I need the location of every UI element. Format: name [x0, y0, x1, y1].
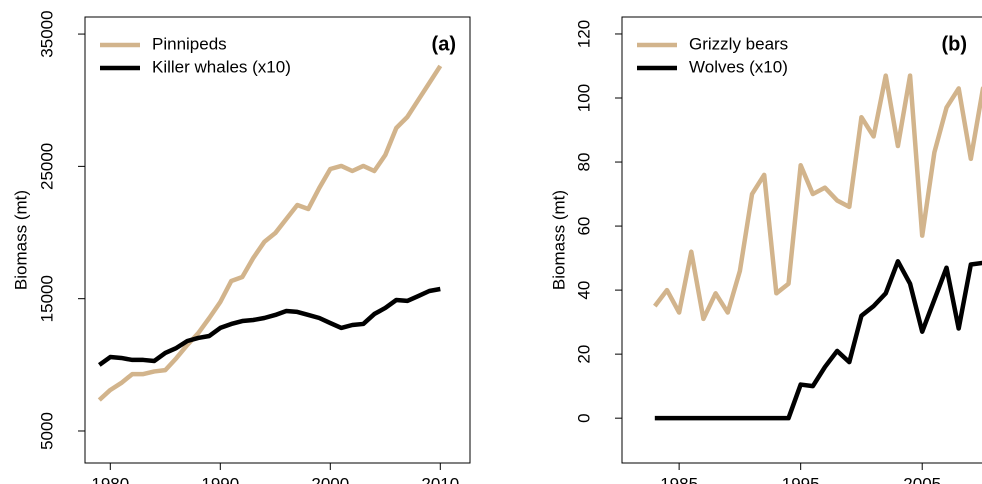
plot-area — [653, 73, 982, 421]
y-axis-label: Biomass (mt) — [11, 190, 30, 290]
panel: 1980 1990 2000 2010 5000 15000 25000 35000 Bioma… — [11, 10, 471, 484]
x-tick-label: 1990 — [201, 474, 239, 484]
legend-label: Killer whales (x10) — [152, 57, 291, 76]
x-tick-label: 1985 — [660, 474, 698, 484]
series-line — [654, 259, 982, 421]
y-tick-label: 80 — [574, 153, 593, 172]
panel: 1985 1995 2005 0 20 40 60 80 100 120 Biomass (mt) (… — [549, 16, 982, 484]
x-tick-label: 1980 — [91, 474, 129, 484]
plot-box — [84, 16, 471, 464]
y-tick-label: 35000 — [37, 10, 56, 57]
series-line — [653, 73, 982, 322]
y-tick-label: 25000 — [37, 143, 56, 190]
x-tick-label: 2010 — [421, 474, 459, 484]
plot-area — [97, 64, 443, 402]
y-tick-label: 120 — [574, 20, 593, 48]
x-tick-label: 1995 — [782, 474, 820, 484]
y-tick-label: 40 — [574, 281, 593, 300]
y-tick-label: 5000 — [37, 412, 56, 450]
legend-label: Grizzly bears — [689, 34, 788, 53]
y-tick-label: 100 — [574, 84, 593, 112]
series-line — [97, 286, 441, 367]
x-tick-label: 2000 — [311, 474, 349, 484]
y-tick-label: 60 — [574, 217, 593, 236]
legend-label: Pinnipeds — [152, 34, 227, 53]
y-tick-label: 0 — [574, 413, 593, 422]
series-line — [97, 64, 443, 402]
panel-label: (a) — [432, 33, 456, 55]
y-tick-label: 20 — [574, 345, 593, 364]
y-axis-label: Biomass (mt) — [549, 190, 568, 290]
legend-label: Wolves (x10) — [689, 57, 788, 76]
panel-label: (b) — [941, 33, 967, 55]
x-tick-label: 2005 — [903, 474, 941, 484]
plot-box — [621, 16, 982, 464]
y-tick-label: 15000 — [37, 275, 56, 322]
